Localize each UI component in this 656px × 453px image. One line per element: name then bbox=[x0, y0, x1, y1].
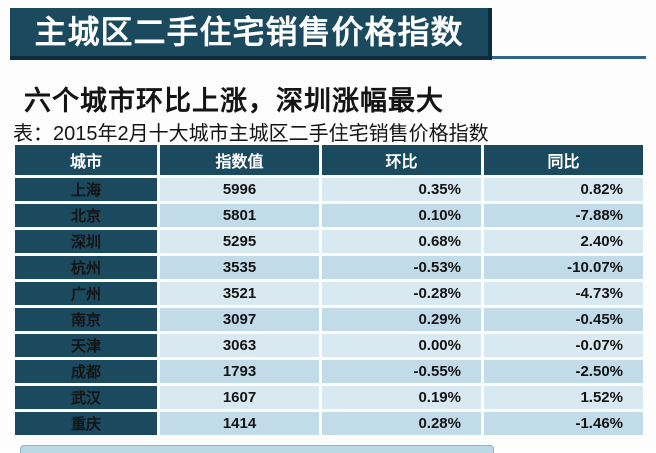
index-value-cell: 1607 bbox=[160, 386, 319, 409]
yoy-change-cell: -10.07% bbox=[484, 256, 643, 279]
table-row: 杭州 3535 -0.53% -10.07% bbox=[15, 256, 643, 279]
table-row: 武汉 1607 0.19% 1.52% bbox=[15, 386, 643, 409]
price-index-table: 城市 指数值 环比 同比 上海 5996 0.35% 0.82% 北京 5801 0.10% -7.… bbox=[12, 142, 646, 438]
page-title: 主城区二手住宅销售价格指数 bbox=[34, 14, 464, 50]
index-value-cell: 3521 bbox=[160, 282, 319, 305]
index-value-cell: 3535 bbox=[160, 256, 319, 279]
index-value-cell: 3097 bbox=[160, 308, 319, 331]
yoy-change-cell: 0.82% bbox=[484, 178, 643, 201]
index-value-cell: 5801 bbox=[160, 204, 319, 227]
yoy-change-cell: -0.07% bbox=[484, 334, 643, 357]
mom-change-cell: 0.68% bbox=[322, 230, 481, 253]
city-cell: 南京 bbox=[15, 308, 157, 331]
city-cell: 成都 bbox=[15, 360, 157, 383]
column-header: 城市 bbox=[15, 145, 157, 175]
city-cell: 重庆 bbox=[15, 412, 157, 435]
column-header: 环比 bbox=[322, 145, 481, 175]
table-row: 深圳 5295 0.68% 2.40% bbox=[15, 230, 643, 253]
headline: 六个城市环比上涨，深圳涨幅最大 bbox=[24, 86, 444, 116]
mom-change-cell: 0.35% bbox=[322, 178, 481, 201]
table-row: 上海 5996 0.35% 0.82% bbox=[15, 178, 643, 201]
table-row: 成都 1793 -0.55% -2.50% bbox=[15, 360, 643, 383]
yoy-change-cell: -1.46% bbox=[484, 412, 643, 435]
bottom-partial-bar bbox=[20, 445, 494, 453]
index-value-cell: 3063 bbox=[160, 334, 319, 357]
city-cell: 上海 bbox=[15, 178, 157, 201]
index-value-cell: 1414 bbox=[160, 412, 319, 435]
yoy-change-cell: -0.45% bbox=[484, 308, 643, 331]
table-row: 北京 5801 0.10% -7.88% bbox=[15, 204, 643, 227]
index-value-cell: 1793 bbox=[160, 360, 319, 383]
mom-change-cell: 0.28% bbox=[322, 412, 481, 435]
yoy-change-cell: -4.73% bbox=[484, 282, 643, 305]
mom-change-cell: -0.28% bbox=[322, 282, 481, 305]
mom-change-cell: 0.10% bbox=[322, 204, 481, 227]
mom-change-cell: 0.29% bbox=[322, 308, 481, 331]
city-cell: 深圳 bbox=[15, 230, 157, 253]
yoy-change-cell: 1.52% bbox=[484, 386, 643, 409]
mom-change-cell: 0.19% bbox=[322, 386, 481, 409]
table-caption: 表：2015年2月十大城市主城区二手住宅销售价格指数 bbox=[13, 123, 489, 145]
index-value-cell: 5996 bbox=[160, 178, 319, 201]
city-cell: 天津 bbox=[15, 334, 157, 357]
yoy-change-cell: 2.40% bbox=[484, 230, 643, 253]
yoy-change-cell: -7.88% bbox=[484, 204, 643, 227]
table-row: 重庆 1414 0.28% -1.46% bbox=[15, 412, 643, 435]
city-cell: 广州 bbox=[15, 282, 157, 305]
mom-change-cell: -0.55% bbox=[322, 360, 481, 383]
table-row: 南京 3097 0.29% -0.45% bbox=[15, 308, 643, 331]
column-header: 同比 bbox=[484, 145, 643, 175]
city-cell: 杭州 bbox=[15, 256, 157, 279]
mom-change-cell: 0.00% bbox=[322, 334, 481, 357]
column-header: 指数值 bbox=[160, 145, 319, 175]
title-banner: 主城区二手住宅销售价格指数 bbox=[10, 8, 492, 60]
banner-underline-rule bbox=[492, 56, 646, 59]
table-row: 天津 3063 0.00% -0.07% bbox=[15, 334, 643, 357]
city-cell: 北京 bbox=[15, 204, 157, 227]
mom-change-cell: -0.53% bbox=[322, 256, 481, 279]
yoy-change-cell: -2.50% bbox=[484, 360, 643, 383]
table-row: 广州 3521 -0.28% -4.73% bbox=[15, 282, 643, 305]
table-header-row: 城市 指数值 环比 同比 bbox=[15, 145, 643, 175]
index-value-cell: 5295 bbox=[160, 230, 319, 253]
city-cell: 武汉 bbox=[15, 386, 157, 409]
